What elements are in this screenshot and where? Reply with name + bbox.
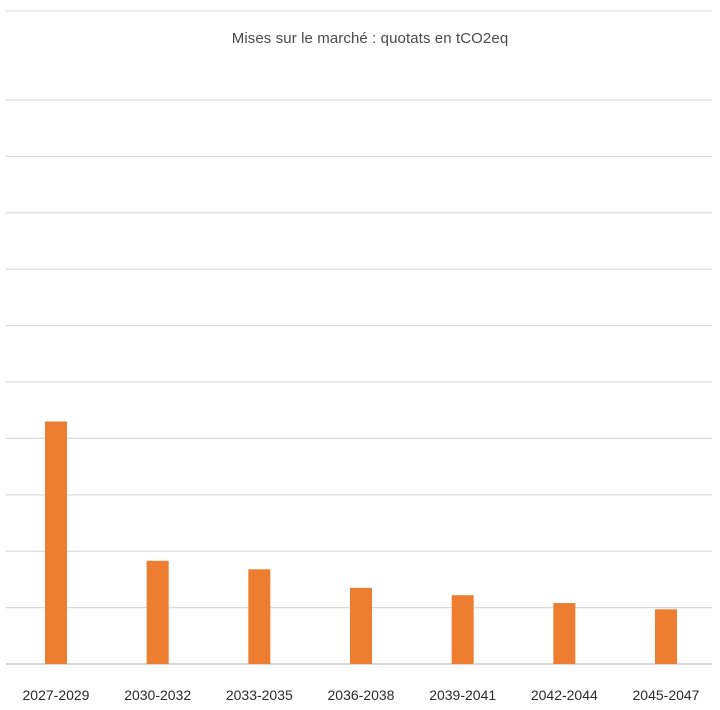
bar-2030-2032 [146, 560, 169, 664]
x-tick-label: 2045-2047 [633, 687, 700, 703]
x-axis-tick-labels: 2027-2029 2030-2032 2033-2035 2036-2038 2039… [23, 687, 700, 703]
chart-title: Mises sur le marché : quotats en tCO2eq [231, 30, 509, 47]
bar-2039-2041 [451, 595, 474, 664]
bars [45, 421, 677, 664]
bar-2045-2047 [655, 609, 677, 664]
bar-2033-2035 [248, 569, 271, 664]
x-tick-label: 2039-2041 [429, 687, 496, 703]
x-tick-label: 2042-2044 [531, 687, 598, 703]
gridlines [6, 10, 712, 665]
bar-2036-2038 [350, 587, 372, 664]
x-tick-label: 2030-2032 [124, 687, 191, 703]
bar-2042-2044 [553, 603, 576, 664]
x-tick-label: 2036-2038 [328, 687, 395, 703]
x-tick-label: 2027-2029 [23, 687, 90, 703]
x-tick-label: 2033-2035 [226, 687, 293, 703]
bar-2027-2029 [45, 421, 67, 664]
